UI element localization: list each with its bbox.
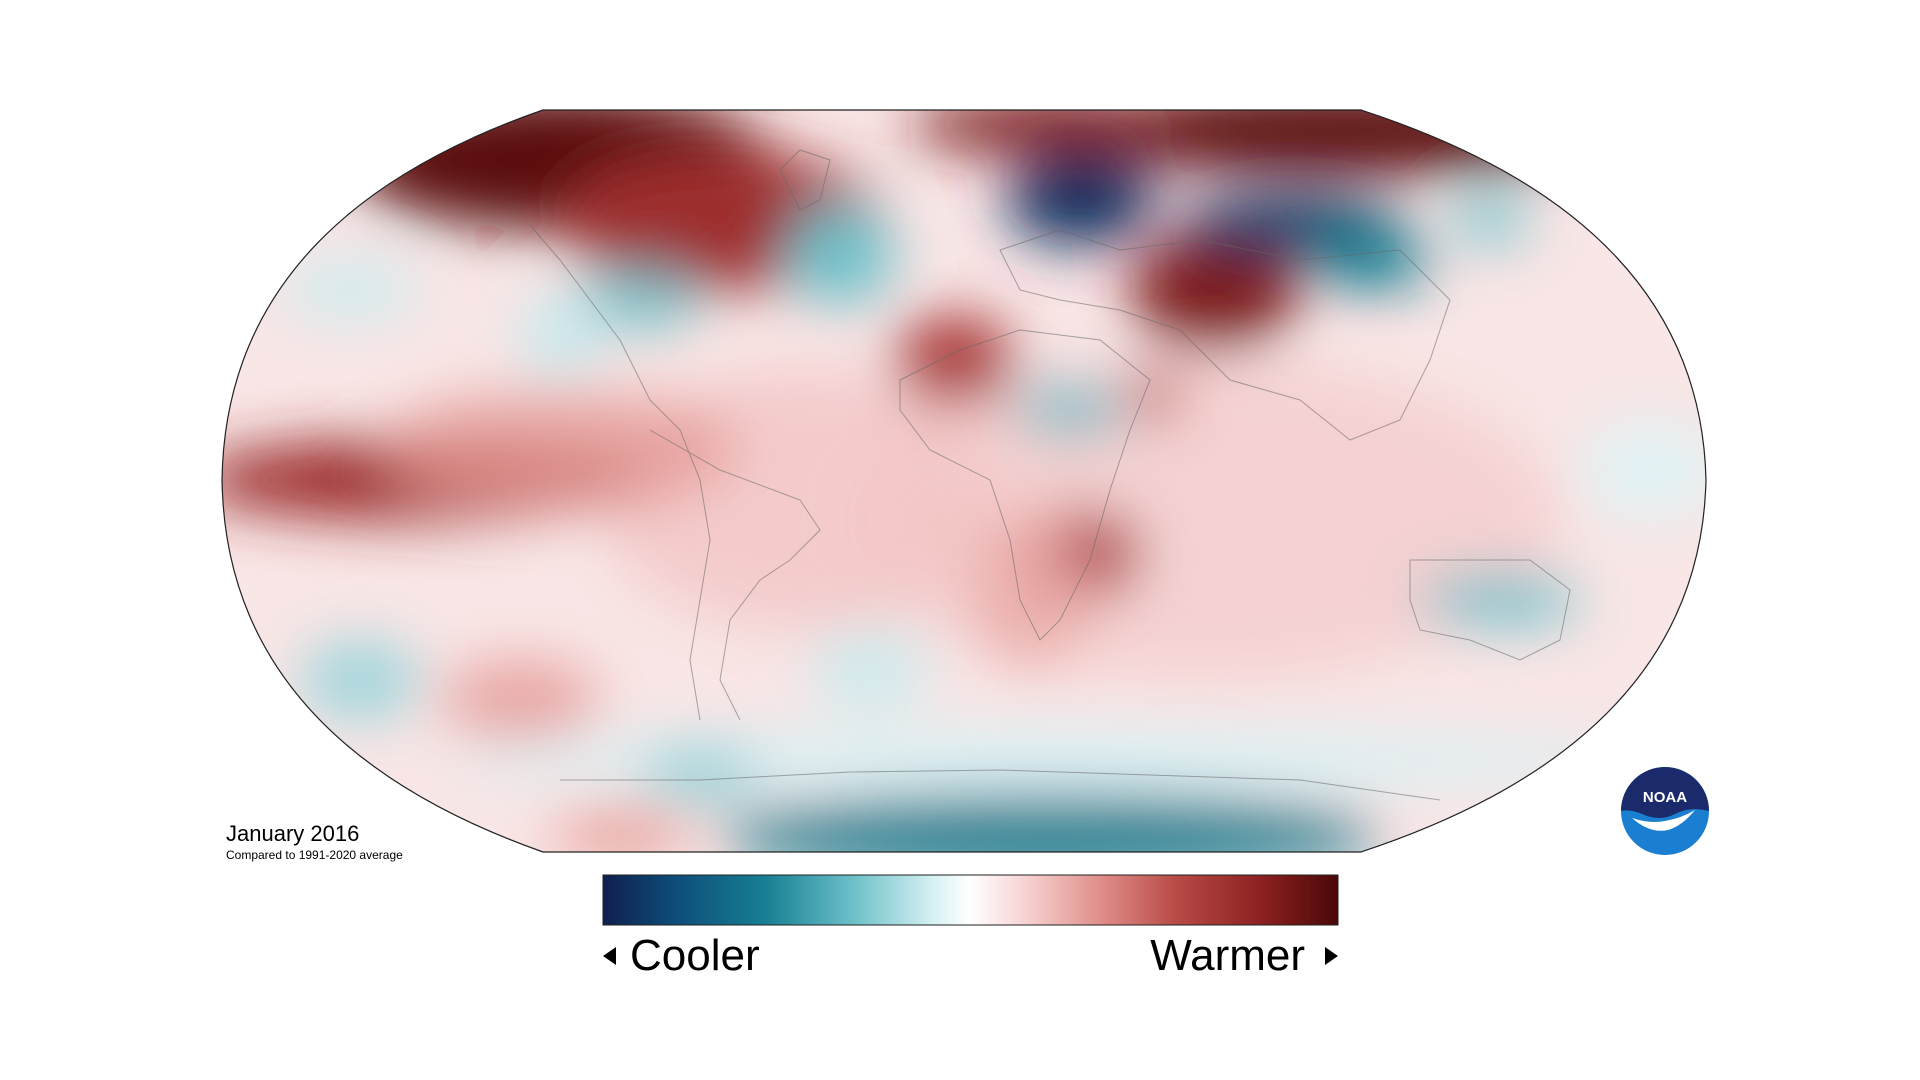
legend-cooler: Cooler — [603, 930, 760, 982]
region-australia — [1420, 575, 1580, 625]
region-central-asia — [1130, 230, 1300, 350]
anomaly-field — [222, 110, 1706, 852]
region-north-africa — [895, 315, 1015, 405]
noaa-logo-icon: NOAA — [1621, 767, 1709, 855]
legend-warmer-label: Warmer — [1150, 931, 1305, 980]
map-subtitle: Compared to 1991-2020 average — [226, 848, 403, 862]
region-eastern-north-america — [580, 270, 700, 330]
legend-warmer: Warmer — [1150, 930, 1338, 982]
map-title: January 2016 — [226, 821, 360, 846]
region-southern-ocean-antarctica — [720, 795, 1380, 852]
triangle-left-icon — [603, 947, 616, 965]
triangle-right-icon — [1325, 947, 1338, 965]
region-north-atlantic — [785, 205, 895, 305]
region-scandinavia-northwest-russia — [1005, 155, 1155, 245]
colorbar-gradient — [602, 874, 1339, 926]
coastlines — [529, 149, 1571, 801]
noaa-logo: NOAA — [1620, 766, 1710, 856]
noaa-logo-text: NOAA — [1643, 789, 1687, 806]
globe-outline — [221, 109, 1707, 853]
legend-cooler-label: Cooler — [630, 931, 760, 980]
